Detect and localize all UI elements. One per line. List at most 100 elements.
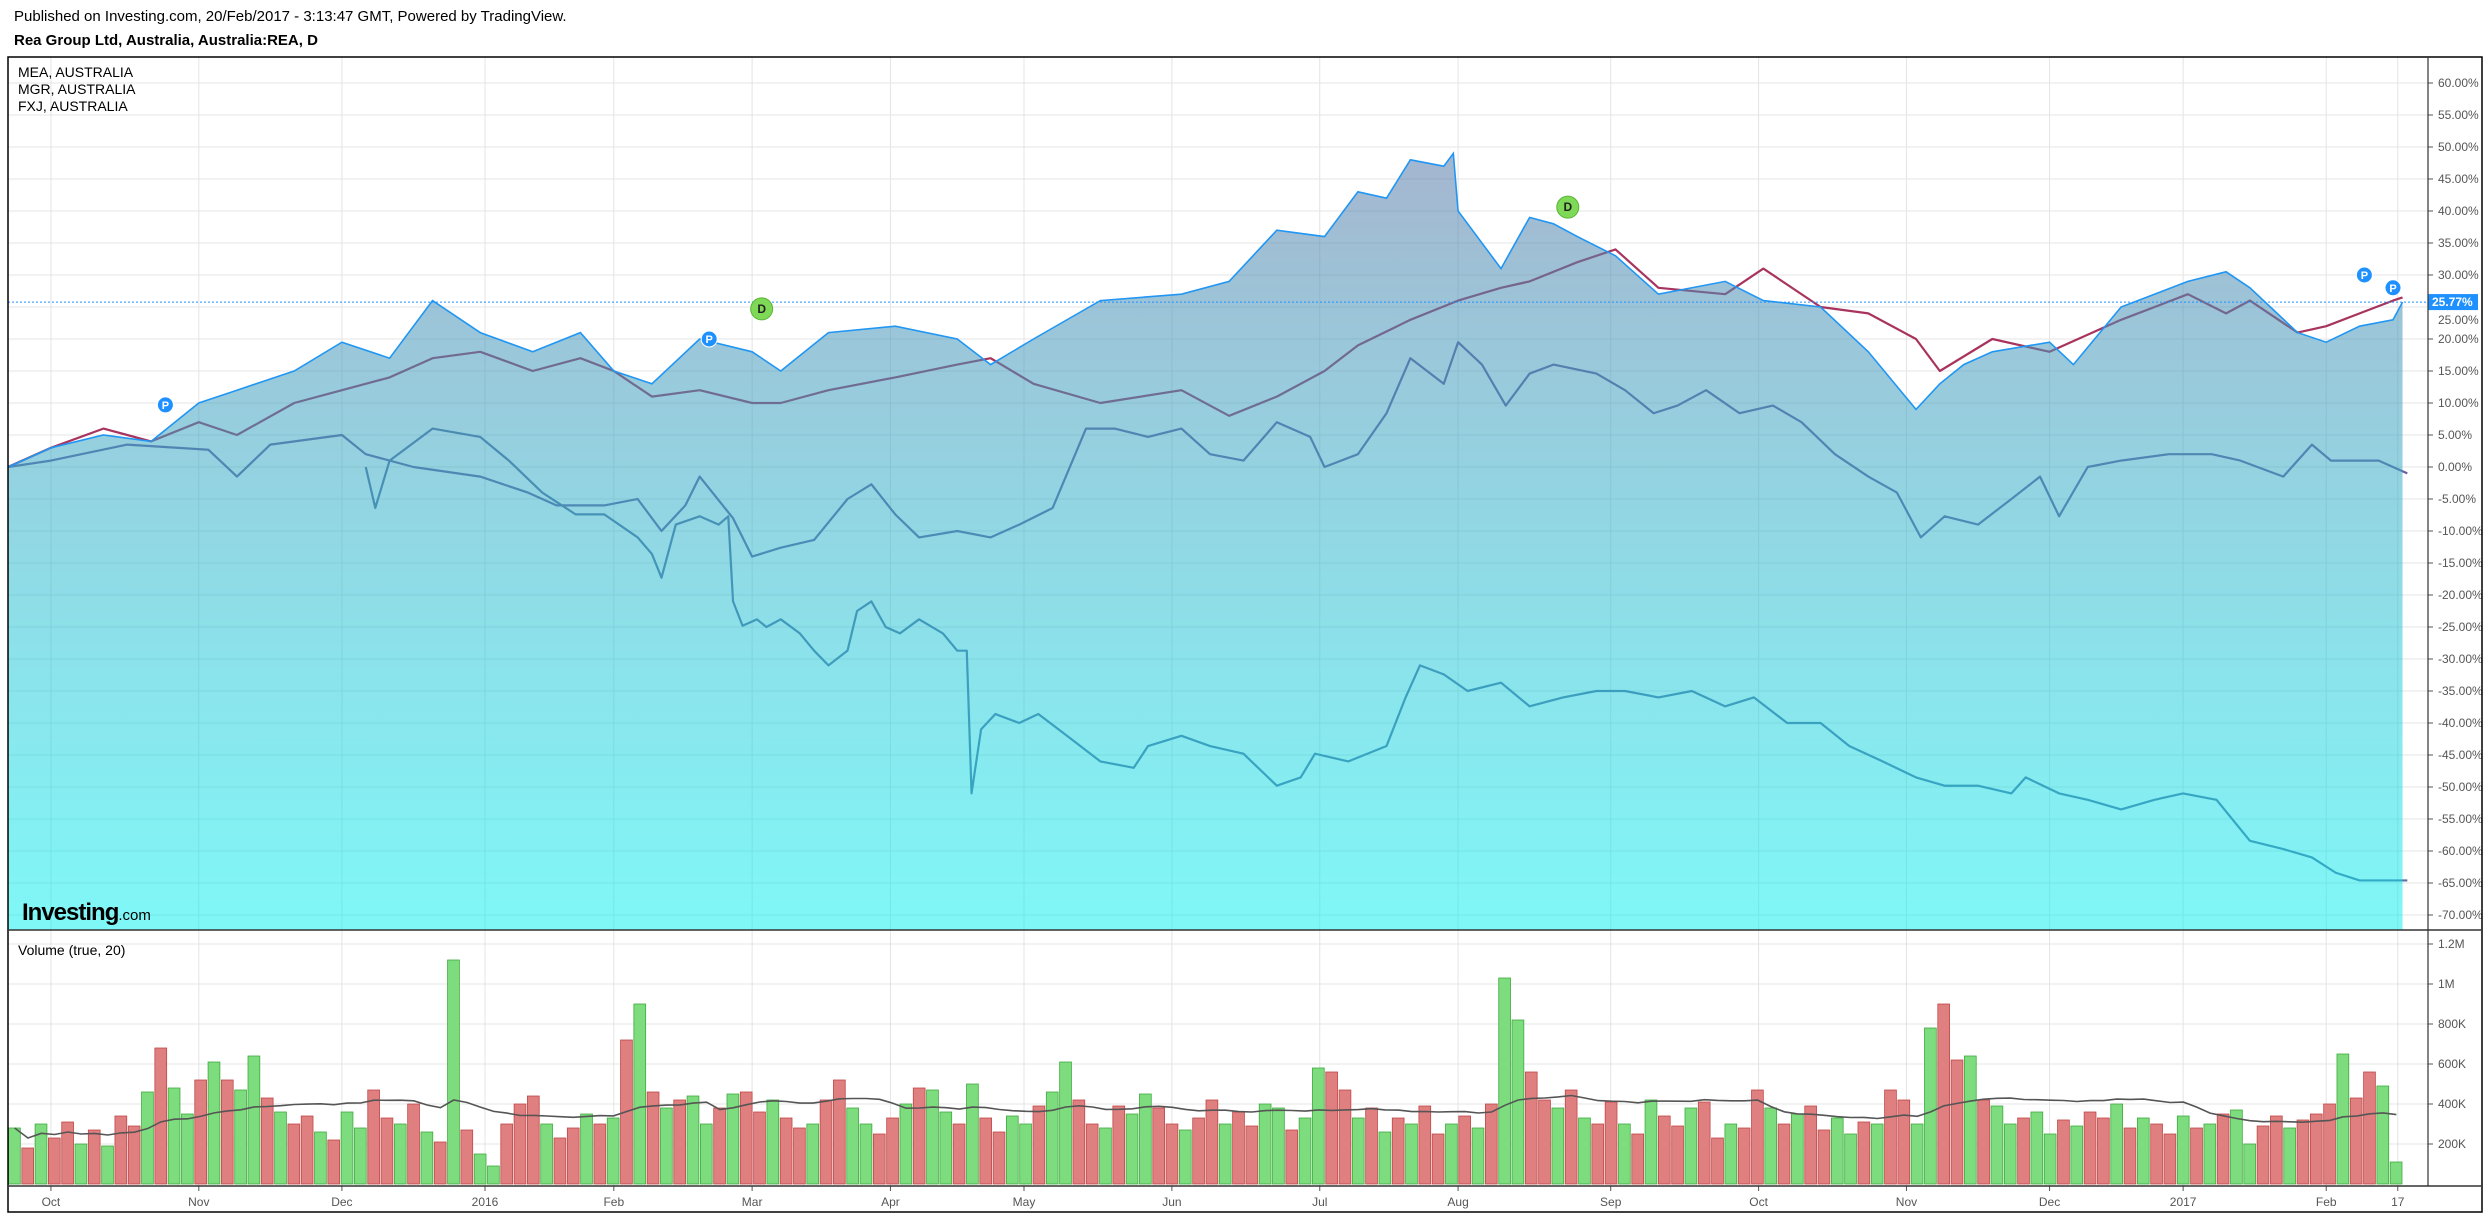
legend-item-mgr[interactable]: MGR, AUSTRALIA: [18, 81, 136, 97]
volume-bar: [2243, 1143, 2257, 1185]
split-marker[interactable]: P: [156, 396, 174, 414]
legend-item-fxj[interactable]: FXJ, AUSTRALIA: [18, 98, 128, 114]
volume-bar: [220, 1079, 234, 1185]
volume-bar: [1910, 1123, 1924, 1185]
volume-bar: [2057, 1119, 2070, 1185]
volume-bar: [1644, 1099, 1658, 1185]
x-tick-label: 17: [2391, 1195, 2405, 1209]
y-tick-label: 20.00%: [2438, 332, 2479, 346]
y-tick-label: -50.00%: [2438, 780, 2483, 794]
volume-bar: [2336, 1053, 2350, 1185]
volume-bar: [1804, 1105, 1817, 1185]
volume-bar: [207, 1061, 221, 1185]
volume-bar: [420, 1131, 434, 1185]
volume-bar: [234, 1089, 247, 1185]
volume-bar: [101, 1145, 114, 1185]
volume-bar: [1458, 1115, 1472, 1185]
split-icon: [2355, 266, 2373, 284]
volume-bar: [300, 1115, 314, 1185]
volume-bar: [606, 1117, 620, 1185]
volume-bar: [2190, 1127, 2203, 1185]
volume-bar: [846, 1107, 859, 1185]
volume-bar: [580, 1113, 593, 1185]
y-tick-label: 25.00%: [2438, 313, 2479, 327]
y-tick-label: -35.00%: [2438, 684, 2483, 698]
x-tick-label: Nov: [1896, 1195, 1917, 1209]
volume-indicator-label[interactable]: Volume (true, 20): [18, 942, 126, 958]
dividend-marker[interactable]: D: [750, 297, 774, 321]
volume-bar: [2097, 1117, 2110, 1185]
dividend-marker[interactable]: D: [1556, 195, 1580, 219]
volume-bar: [460, 1129, 474, 1185]
volume-bar: [899, 1103, 913, 1185]
event-markers: P P D D P P: [156, 195, 2402, 414]
volume-bar: [753, 1111, 766, 1185]
volume-bar: [2083, 1111, 2097, 1185]
marker-label: P: [2389, 283, 2396, 295]
volume-bar: [1232, 1111, 1245, 1185]
split-marker[interactable]: P: [2384, 279, 2402, 297]
x-tick-label: Sep: [1600, 1195, 1622, 1209]
volume-bar: [2296, 1119, 2310, 1185]
volume-bar: [673, 1099, 686, 1185]
volume-bar: [1205, 1099, 1219, 1185]
volume-bar: [2070, 1125, 2084, 1185]
volume-bar: [1085, 1123, 1099, 1185]
volume-bar: [1218, 1123, 1232, 1185]
volume-bar: [1857, 1121, 1871, 1185]
volume-bar: [1631, 1133, 1644, 1185]
investing-logo: Investing.com: [22, 900, 151, 929]
rea-area-line[interactable]: [8, 151, 2404, 468]
legend: MEA, AUSTRALIA MGR, AUSTRALIA FXJ, AUSTR…: [18, 64, 135, 115]
y-tick-label: -15.00%: [2438, 556, 2483, 570]
volume-bar: [1245, 1125, 1259, 1185]
split-marker[interactable]: P: [2355, 266, 2373, 284]
volume-bar: [1445, 1123, 1458, 1185]
volume-bar: [1272, 1107, 1285, 1185]
volume-bar: [87, 1129, 101, 1185]
volume-bar: [1737, 1127, 1751, 1185]
volume-bar: [1285, 1129, 1299, 1185]
volume-bar: [61, 1121, 74, 1185]
axes: 60.00% 55.00% 50.00% 45.00% 40.00% 35.00% 30.0…: [7, 56, 2483, 1213]
volume-bar: [952, 1123, 966, 1185]
volume-bar: [1125, 1113, 1139, 1185]
split-icon: [700, 330, 718, 348]
y-tick-label: 50.00%: [2438, 140, 2479, 154]
volume-bar: [1711, 1137, 1724, 1185]
volume-bar: [2309, 1113, 2323, 1185]
volume-bar: [114, 1115, 128, 1185]
volume-bar: [2110, 1103, 2123, 1185]
volume-bar: [886, 1117, 899, 1185]
marker-label: D: [757, 302, 766, 316]
logo-suffix: .com: [118, 907, 151, 924]
y-tick-label: 10.00%: [2438, 396, 2479, 410]
volume-bar: [553, 1137, 567, 1185]
volume-bar: [1817, 1129, 1831, 1185]
volume-bar: [686, 1095, 700, 1185]
volume-bar: [1884, 1089, 1897, 1185]
volume-bar: [1032, 1105, 1046, 1185]
y-tick-label: 0.00%: [2438, 460, 2472, 474]
volume-bar: [1578, 1117, 1591, 1185]
volume-bar: [1830, 1117, 1844, 1185]
volume-bar: [2176, 1115, 2190, 1185]
dividend-icon: [1556, 195, 1580, 219]
legend-item-mea[interactable]: MEA, AUSTRALIA: [18, 64, 134, 80]
volume-bar: [1258, 1103, 1272, 1185]
y-tick-label: 55.00%: [2438, 108, 2479, 122]
rea-area-fill: [8, 153, 2403, 930]
chart-frame: [7, 56, 2483, 1213]
volume-bar: [487, 1165, 500, 1185]
volume-bar: [1897, 1099, 1911, 1185]
volume-bar: [1405, 1123, 1418, 1185]
volume-bar: [660, 1107, 673, 1185]
y-tick-label: -70.00%: [2438, 908, 2483, 922]
y-tick-label: -55.00%: [2438, 812, 2483, 826]
volume-bar: [1006, 1115, 1019, 1185]
x-tick-label: Nov: [188, 1195, 209, 1209]
published-note: Published on Investing.com, 20/Feb/2017 …: [14, 8, 567, 25]
volume-bar: [1325, 1071, 1338, 1185]
split-marker[interactable]: P: [700, 330, 718, 348]
